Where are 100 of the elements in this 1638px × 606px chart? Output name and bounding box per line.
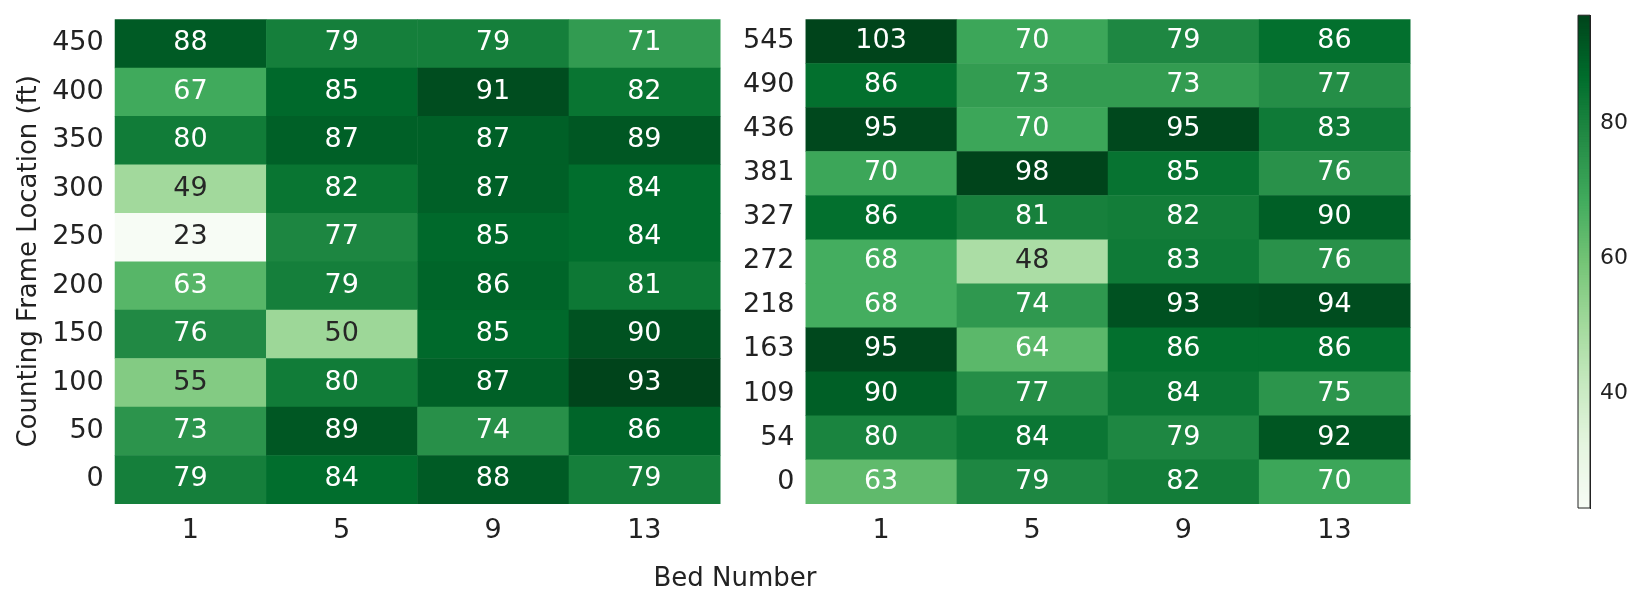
- data-label: 98: [1015, 155, 1050, 187]
- data-label: 84: [627, 170, 662, 202]
- data-label: 86: [1317, 23, 1352, 55]
- y-tick-label: 250: [52, 219, 104, 251]
- data-label: 85: [324, 73, 359, 105]
- data-label: 91: [475, 73, 511, 105]
- data-label: 86: [1166, 331, 1201, 363]
- data-label: 93: [627, 364, 662, 396]
- data-label: 68: [863, 287, 899, 319]
- data-label: 83: [1317, 111, 1352, 143]
- color-bar-label: 60: [1600, 243, 1628, 269]
- data-label: 76: [1317, 155, 1352, 187]
- data-label: 79: [627, 461, 662, 493]
- data-label: 48: [1015, 243, 1050, 275]
- data-label: 81: [1015, 199, 1050, 231]
- data-label: 80: [173, 122, 208, 154]
- data-label: 90: [627, 316, 662, 348]
- data-label: 89: [627, 122, 662, 154]
- data-label: 70: [1015, 23, 1050, 55]
- data-label: 63: [173, 267, 208, 299]
- data-label: 95: [863, 111, 899, 143]
- data-label: 89: [324, 412, 359, 444]
- data-label: 84: [627, 219, 662, 251]
- x-tick-label: 1: [181, 512, 199, 544]
- y-tick-label: 350: [52, 122, 104, 154]
- y-tick-label: 150: [52, 316, 104, 348]
- data-label: 92: [1317, 419, 1352, 451]
- y-tick-label: 163: [742, 331, 795, 363]
- data-label: 90: [1317, 199, 1352, 231]
- y-tick-label: 109: [742, 375, 795, 407]
- x-axis-title: Bed Number: [652, 562, 818, 592]
- data-label: 85: [475, 219, 511, 251]
- x-tick-label: 9: [1174, 512, 1192, 544]
- data-label: 87: [475, 170, 511, 202]
- data-label: 77: [324, 219, 359, 251]
- x-tick-label: 1: [872, 512, 890, 544]
- y-tick-label: 54: [760, 419, 795, 451]
- y-tick-label: 436: [742, 111, 795, 143]
- data-label: 70: [1317, 463, 1352, 495]
- data-label: 79: [475, 25, 511, 57]
- data-label: 73: [1015, 67, 1050, 99]
- data-label: 84: [1166, 375, 1201, 407]
- data-label: 76: [1317, 243, 1352, 275]
- y-tick-label: 218: [742, 287, 795, 319]
- data-label: 90: [863, 375, 899, 407]
- data-label: 87: [475, 364, 511, 396]
- x-tick-label: 5: [1023, 512, 1041, 544]
- color-bar-label: 80: [1600, 108, 1628, 134]
- data-label: 80: [324, 364, 359, 396]
- data-label: 79: [324, 25, 359, 57]
- data-label: 82: [324, 170, 359, 202]
- data-label: 71: [627, 25, 662, 57]
- y-tick-label: 490: [742, 67, 795, 99]
- data-label: 86: [475, 267, 511, 299]
- data-label: 77: [1317, 67, 1352, 99]
- data-label: 74: [475, 412, 511, 444]
- data-label: 79: [324, 267, 359, 299]
- data-label: 74: [1015, 287, 1050, 319]
- x-tick-label: 5: [333, 512, 351, 544]
- data-label: 87: [324, 122, 359, 154]
- data-label: 84: [1015, 419, 1050, 451]
- data-label: 79: [1166, 419, 1201, 451]
- y-tick-label: 300: [52, 170, 104, 202]
- y-tick-label: 545: [742, 23, 795, 55]
- data-label: 82: [1166, 463, 1201, 495]
- data-label: 95: [1166, 111, 1201, 143]
- y-tick-label: 450: [52, 25, 104, 57]
- y-tick-label: 200: [52, 267, 104, 299]
- data-label: 70: [863, 155, 899, 187]
- data-label: 64: [1015, 331, 1050, 363]
- data-label: 70: [1015, 111, 1050, 143]
- data-label: 103: [855, 23, 907, 55]
- y-tick-label: 381: [742, 155, 795, 187]
- data-label: 75: [1317, 375, 1352, 407]
- data-label: 86: [1317, 331, 1352, 363]
- data-label: 87: [475, 122, 511, 154]
- data-label: 68: [863, 243, 899, 275]
- x-tick-label: 9: [484, 512, 502, 544]
- data-label: 79: [1015, 463, 1050, 495]
- data-label: 85: [1166, 155, 1201, 187]
- y-tick-label: 50: [69, 412, 104, 444]
- y-tick-label: 0: [777, 463, 795, 495]
- x-tick-label: 13: [1317, 512, 1352, 544]
- x-tick-label: 13: [627, 512, 662, 544]
- data-label: 63: [863, 463, 899, 495]
- y-tick-label: 327: [742, 199, 795, 231]
- data-label: 81: [627, 267, 662, 299]
- data-label: 84: [324, 461, 359, 493]
- data-label: 55: [173, 364, 208, 396]
- data-label: 23: [173, 219, 208, 251]
- data-label: 82: [627, 73, 662, 105]
- data-label: 85: [475, 316, 511, 348]
- data-label: 49: [173, 170, 208, 202]
- data-label: 76: [173, 316, 208, 348]
- data-label: 67: [173, 73, 208, 105]
- y-tick-label: 272: [742, 243, 795, 275]
- data-label: 73: [1166, 67, 1201, 99]
- data-label: 50: [324, 316, 359, 348]
- data-label: 95: [863, 331, 899, 363]
- data-label: 86: [863, 67, 899, 99]
